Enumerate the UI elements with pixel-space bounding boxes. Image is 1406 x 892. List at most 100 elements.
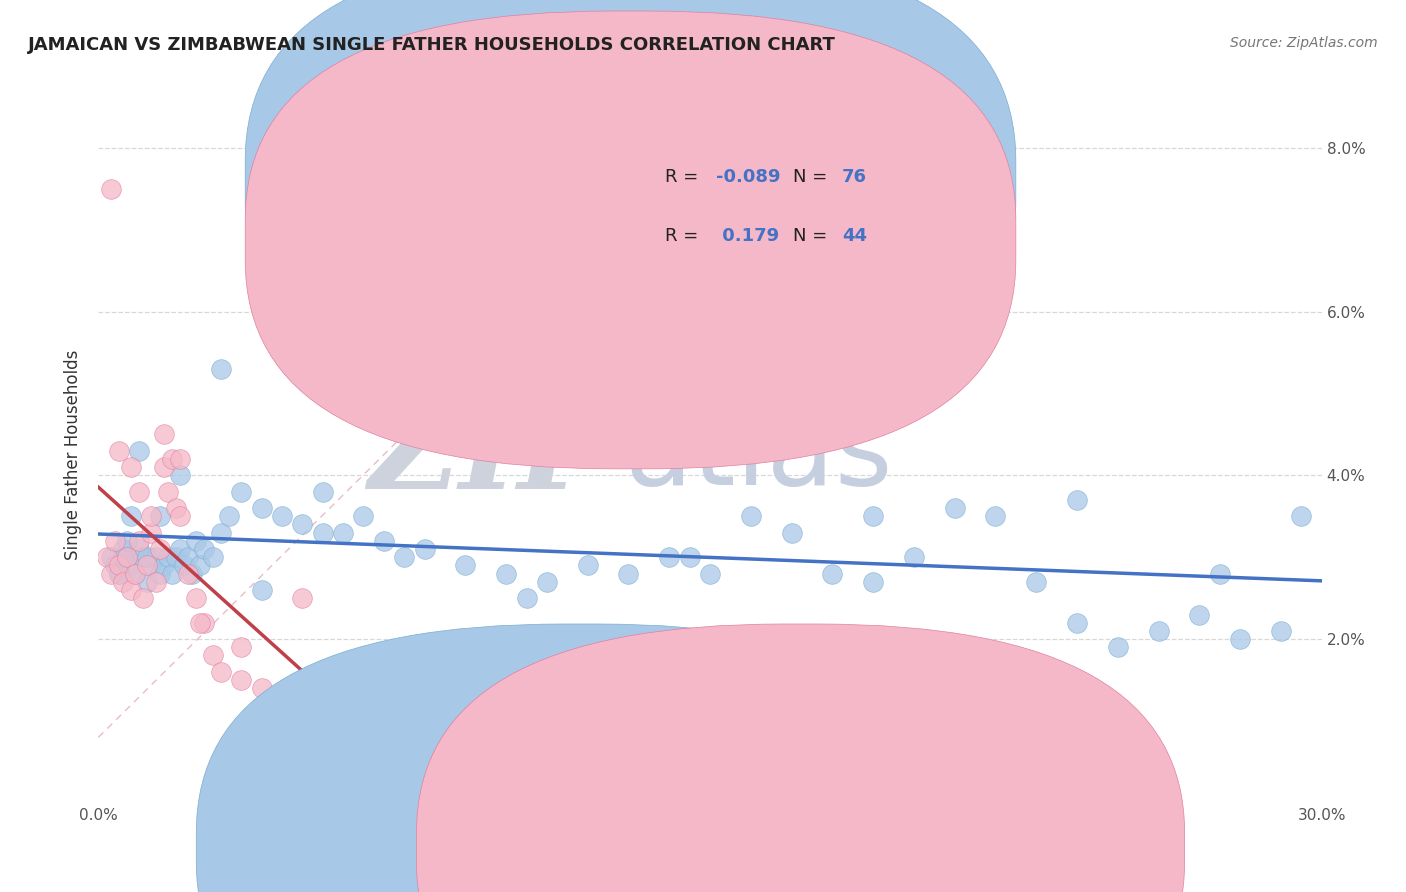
Point [373,731,395,745]
Point [291,714,314,728]
Point [658,550,681,565]
Text: 76: 76 [842,168,868,186]
Point [152,460,174,475]
Text: ZIP: ZIP [368,394,612,516]
Point [120,582,142,597]
Point [156,484,179,499]
Point [209,362,232,376]
Point [111,574,134,589]
Point [165,550,187,565]
Point [188,558,212,573]
Point [1147,624,1170,638]
Point [177,550,200,565]
Point [104,558,127,573]
Point [169,542,191,557]
Text: Source: ZipAtlas.com: Source: ZipAtlas.com [1230,36,1378,50]
Point [862,509,884,524]
Point [250,582,273,597]
Point [312,698,335,712]
Point [108,566,131,581]
Point [128,533,150,548]
Point [312,525,335,540]
Text: Zimbabweans: Zimbabweans [827,838,943,856]
Point [1025,574,1047,589]
Text: R =: R = [665,227,704,244]
Point [1066,615,1088,630]
Point [152,427,174,442]
Point [120,460,142,475]
Point [160,452,183,467]
Point [177,566,200,581]
Y-axis label: Single Father Households: Single Father Households [65,350,83,560]
Text: atlas: atlas [624,401,893,508]
Point [413,542,436,557]
Point [186,533,208,548]
Text: R =: R = [665,168,704,186]
Point [124,566,146,581]
Point [821,566,844,581]
Point [862,574,884,589]
Point [100,566,122,581]
Point [115,550,138,565]
Point [141,525,163,540]
Point [1107,640,1129,655]
Point [96,550,118,565]
Point [270,698,294,712]
Point [136,558,159,573]
Point [128,443,150,458]
Point [115,533,138,548]
FancyBboxPatch shape [245,11,1015,469]
Point [201,648,224,663]
Point [699,566,721,581]
Text: 0.179: 0.179 [716,227,779,244]
Point [132,591,155,606]
Point [201,550,224,565]
Point [679,550,702,565]
Point [145,574,167,589]
Point [1229,632,1251,646]
FancyBboxPatch shape [245,0,1015,409]
Point [193,615,215,630]
Point [1188,607,1211,622]
Point [169,509,191,524]
Text: 44: 44 [842,227,868,244]
Point [536,574,558,589]
Point [1270,624,1292,638]
Point [291,517,314,532]
Point [332,706,354,720]
Text: N =: N = [793,227,834,244]
Point [108,566,131,581]
Point [231,484,253,499]
Point [516,591,538,606]
Point [181,566,204,581]
Point [152,558,174,573]
Point [169,468,191,483]
Point [209,665,232,679]
Point [104,533,127,548]
Point [250,501,273,516]
Point [392,198,416,212]
Point [454,558,477,573]
Point [270,509,294,524]
Point [291,591,314,606]
Point [132,550,155,565]
Point [145,550,167,565]
Point [332,525,354,540]
Point [373,533,395,548]
Text: Jamaicans: Jamaicans [606,838,690,856]
Point [100,550,122,565]
Point [108,558,131,573]
Point [312,484,335,499]
Point [984,509,1007,524]
Point [495,566,517,581]
Point [128,542,150,557]
Point [392,550,416,565]
Point [218,509,240,524]
Point [250,681,273,696]
Point [120,509,142,524]
Point [392,714,416,728]
Point [186,591,208,606]
Point [413,722,436,736]
Point [169,452,191,467]
Point [165,501,187,516]
